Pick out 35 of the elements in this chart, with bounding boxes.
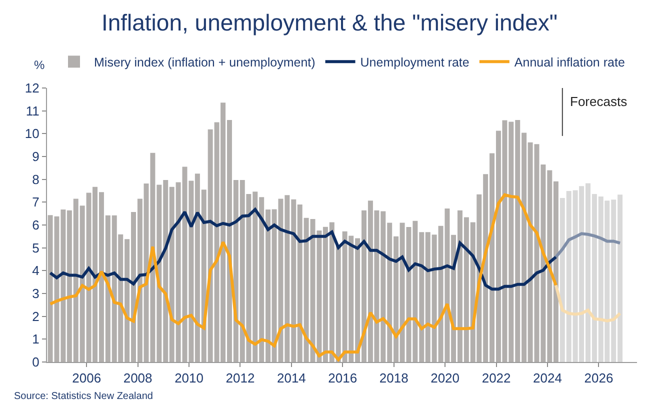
y-tick-label: 10 bbox=[24, 126, 40, 142]
y-tick-label: 4 bbox=[32, 263, 40, 278]
x-tick-label: 2020 bbox=[430, 370, 460, 386]
y-tick-label: 12 bbox=[24, 80, 40, 96]
y-tick-label: 5 bbox=[32, 240, 40, 256]
x-tick-label: 2012 bbox=[226, 370, 255, 386]
x-tick-label: 2010 bbox=[174, 370, 204, 386]
x-tick-label: 2018 bbox=[379, 370, 408, 386]
x-tick-label: 2024 bbox=[533, 370, 562, 386]
y-axis-title: % bbox=[34, 58, 45, 72]
x-tick-label: 2016 bbox=[328, 370, 358, 386]
line-series bbox=[554, 232, 622, 258]
legend-label: Unemployment rate bbox=[360, 56, 470, 70]
legend-label: Misery index (inflation + unemployment) bbox=[94, 56, 316, 70]
x-tick-label: 2006 bbox=[72, 370, 102, 386]
line-series bbox=[554, 284, 622, 322]
y-tick-label: 7 bbox=[32, 194, 40, 210]
y-tick-label: 9 bbox=[32, 149, 40, 164]
y-tick-label: 6 bbox=[32, 218, 40, 233]
legend-label: Annual inflation rate bbox=[514, 56, 625, 70]
x-tick-label: 2008 bbox=[123, 370, 152, 386]
ref-line-label: Forecasts bbox=[570, 94, 628, 109]
x-tick-label: 2026 bbox=[584, 370, 614, 386]
line-series bbox=[48, 193, 558, 362]
x-tick-label: 2022 bbox=[482, 370, 511, 386]
chart-title: Inflation, unemployment & the "misery index" bbox=[101, 10, 558, 36]
y-tick-label: 1 bbox=[32, 332, 40, 347]
line-series bbox=[48, 208, 558, 291]
x-tick-label: 2014 bbox=[276, 370, 306, 386]
source-note: Source: Statistics New Zealand bbox=[14, 391, 153, 402]
y-tick-label: 3 bbox=[32, 286, 40, 302]
y-tick-label: 0 bbox=[32, 354, 40, 370]
y-tick-label: 11 bbox=[26, 103, 40, 118]
y-tick-label: 2 bbox=[32, 308, 40, 324]
y-tick-label: 8 bbox=[32, 172, 40, 187]
